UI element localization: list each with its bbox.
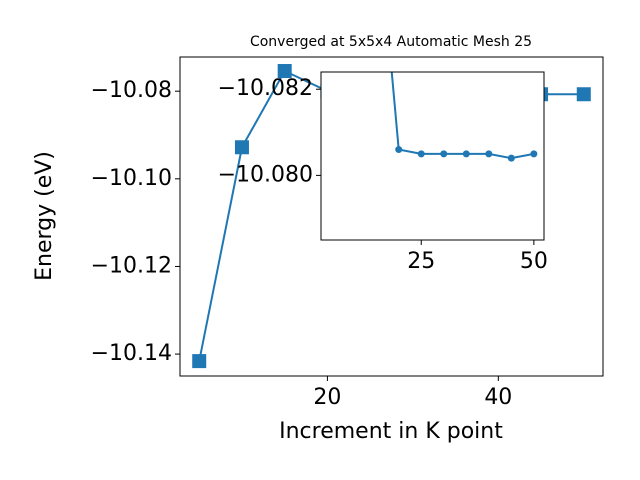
marker [576, 87, 591, 102]
plot-group [390, 72, 538, 162]
y-tick-label: −10.080 [218, 162, 313, 187]
plot-area [321, 72, 544, 240]
axes-frame [179, 56, 604, 377]
marker [440, 150, 448, 158]
marker [234, 140, 249, 155]
marker [507, 154, 515, 162]
marker [417, 150, 425, 158]
marker [277, 64, 292, 79]
x-tick-label: 25 [407, 249, 435, 274]
y-tick-label: −10.082 [218, 76, 313, 101]
series-line [390, 72, 535, 160]
x-tick-label: 50 [520, 249, 548, 274]
y-tick-label: −10.08 [91, 78, 172, 103]
y-tick-label: −10.12 [91, 253, 172, 278]
chart-title: Converged at 5x5x4 Automatic Mesh 25 [250, 34, 532, 50]
marker [395, 146, 403, 154]
x-tick-label: 20 [313, 385, 341, 410]
y-axis-label: Energy (eV) [32, 151, 57, 281]
y-tick-label: −10.14 [91, 341, 172, 366]
y-tick-label: −10.10 [91, 166, 172, 191]
x-axis-label: Increment in K point [279, 419, 503, 444]
marker [192, 354, 207, 369]
axes-frame [320, 71, 545, 241]
marker [485, 150, 493, 158]
x-tick-label: 40 [484, 385, 512, 410]
marker [462, 150, 470, 158]
marker [530, 150, 538, 158]
